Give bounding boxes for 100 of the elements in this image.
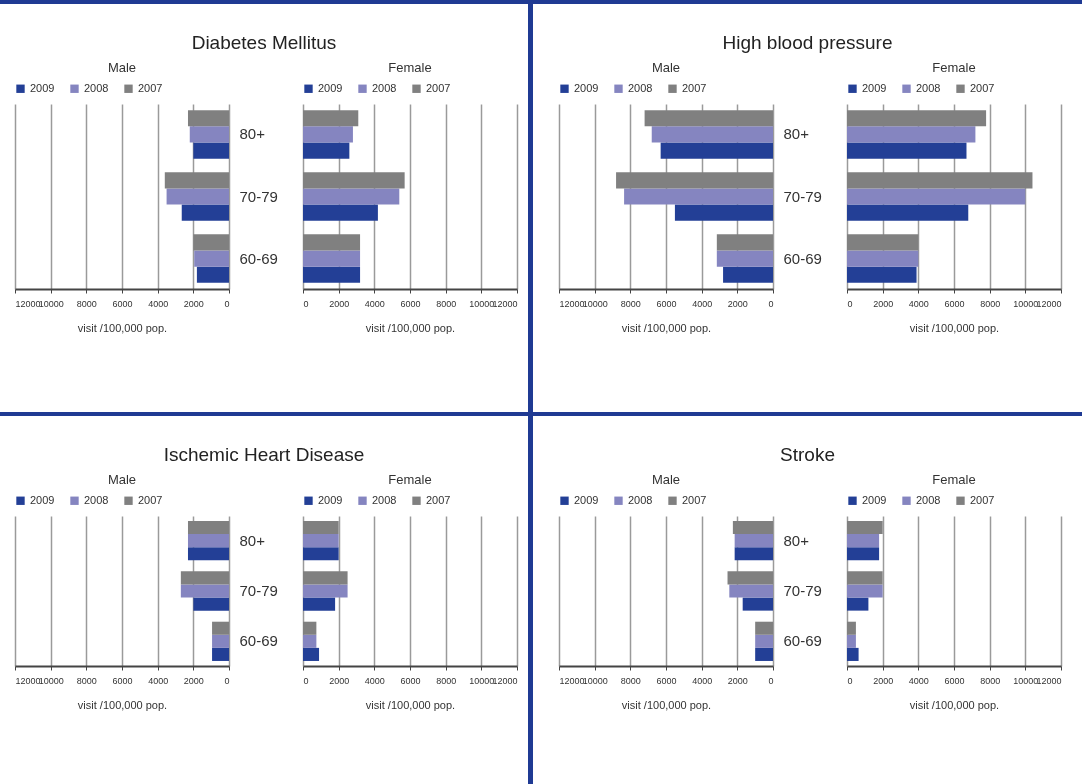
- x-tick-label: 4000: [148, 298, 169, 309]
- y-tick-label: 60-69: [783, 632, 822, 650]
- x-tick-label: 4000: [148, 675, 169, 686]
- legend-label: 2009: [861, 493, 886, 506]
- x-tick-label: 12000: [492, 675, 518, 686]
- legend-label: 2008: [84, 81, 109, 94]
- y-tick-label: 70-79: [783, 582, 822, 599]
- x-axis-title: visit /100,000 pop.: [621, 321, 711, 334]
- chart-subtitle: Male: [651, 472, 680, 487]
- x-tick-label: 6000: [400, 675, 421, 686]
- legend-label: 2009: [318, 493, 343, 506]
- x-tick-label: 8000: [76, 675, 97, 686]
- x-tick-label: 6000: [943, 675, 965, 686]
- x-tick-label: 2000: [727, 298, 748, 309]
- legend-label: 2009: [30, 81, 55, 94]
- x-tick-label: 8000: [436, 298, 457, 309]
- x-tick-label: 10000: [469, 298, 495, 309]
- x-tick-label: 6000: [943, 298, 965, 309]
- x-tick-label: 4000: [364, 298, 385, 309]
- x-tick-label: 0: [767, 675, 773, 686]
- x-tick-label: 10000: [582, 298, 608, 309]
- chart-subtitle: Female: [388, 472, 432, 487]
- x-axis-title: visit /100,000 pop.: [77, 698, 168, 711]
- x-tick-label: 12000: [15, 675, 41, 686]
- legend-label: 2008: [627, 81, 652, 94]
- x-axis-title: visit /100,000 pop.: [365, 321, 456, 334]
- x-tick-label: 4000: [908, 675, 929, 686]
- chart-title: High blood pressure: [721, 32, 894, 54]
- x-tick-label: 2000: [183, 298, 204, 309]
- x-tick-label: 12000: [559, 675, 585, 686]
- x-tick-label: 4000: [691, 298, 712, 309]
- x-tick-label: 4000: [908, 298, 929, 309]
- chart-title: Stroke: [779, 444, 836, 466]
- chart-subtitle: Male: [107, 472, 137, 487]
- x-tick-label: 10000: [1012, 298, 1038, 309]
- x-tick-label: 2000: [329, 675, 350, 686]
- legend-label: 2009: [861, 81, 886, 94]
- x-tick-label: 6000: [655, 298, 677, 309]
- x-tick-label: 10000: [1012, 675, 1038, 686]
- x-tick-label: 0: [224, 675, 230, 686]
- x-tick-label: 2000: [727, 675, 748, 686]
- legend-label: 2008: [372, 493, 397, 506]
- chart-subtitle: Female: [931, 472, 976, 487]
- x-axis-title: visit /100,000 pop.: [621, 698, 711, 711]
- legend-label: 2008: [84, 493, 109, 506]
- x-tick-label: 6000: [400, 298, 421, 309]
- x-axis-title: visit /100,000 pop.: [909, 698, 999, 711]
- chart-subtitle: Female: [388, 60, 432, 75]
- x-tick-label: 2000: [872, 298, 893, 309]
- legend-label: 2007: [426, 81, 451, 94]
- legend-label: 2007: [681, 81, 706, 94]
- x-axis-title: visit /100,000 pop.: [365, 698, 456, 711]
- x-tick-label: 0: [847, 298, 853, 309]
- x-tick-label: 2000: [183, 675, 204, 686]
- x-tick-label: 8000: [979, 675, 1000, 686]
- x-tick-label: 2000: [329, 298, 350, 309]
- x-tick-label: 10000: [38, 298, 64, 309]
- legend-label: 2007: [138, 81, 163, 94]
- x-tick-label: 8000: [436, 675, 457, 686]
- y-tick-label: 80+: [783, 125, 809, 143]
- legend-label: 2008: [915, 493, 940, 506]
- x-tick-label: 0: [847, 675, 853, 686]
- x-tick-label: 0: [224, 298, 230, 309]
- x-tick-label: 8000: [620, 298, 641, 309]
- y-tick-label: 80+: [239, 531, 266, 549]
- legend-label: 2007: [969, 81, 994, 94]
- x-tick-label: 0: [303, 675, 309, 686]
- x-tick-label: 6000: [112, 298, 133, 309]
- legend-label: 2007: [138, 493, 163, 506]
- x-tick-label: 12000: [492, 298, 518, 309]
- x-tick-label: 4000: [691, 675, 712, 686]
- x-tick-label: 0: [303, 298, 309, 309]
- x-tick-label: 8000: [620, 675, 641, 686]
- x-tick-label: 0: [767, 298, 773, 309]
- legend-label: 2009: [573, 81, 598, 94]
- chart-subtitle: Female: [931, 60, 976, 75]
- y-tick-label: 60-69: [239, 249, 278, 267]
- x-tick-label: 10000: [469, 675, 495, 686]
- y-tick-label: 60-69: [239, 632, 278, 650]
- y-tick-label: 80+: [239, 125, 266, 143]
- y-tick-label: 70-79: [239, 187, 278, 205]
- chart-subtitle: Male: [107, 60, 137, 75]
- legend-label: 2009: [30, 493, 55, 506]
- x-tick-label: 8000: [979, 298, 1000, 309]
- chart-title: Diabetes Mellitus: [190, 32, 338, 54]
- x-tick-label: 10000: [582, 675, 608, 686]
- x-tick-label: 8000: [76, 298, 97, 309]
- x-tick-label: 12000: [15, 298, 41, 309]
- y-tick-label: 60-69: [783, 249, 822, 267]
- x-tick-label: 10000: [38, 675, 64, 686]
- x-tick-label: 4000: [364, 675, 385, 686]
- legend-label: 2009: [573, 493, 598, 506]
- x-tick-label: 6000: [112, 675, 133, 686]
- y-tick-label: 70-79: [239, 582, 278, 599]
- x-axis-title: visit /100,000 pop.: [77, 321, 168, 334]
- x-tick-label: 12000: [559, 298, 585, 309]
- legend-label: 2008: [627, 493, 652, 506]
- legend-label: 2008: [372, 81, 397, 94]
- chart-title: Ischemic Heart Disease: [162, 444, 366, 466]
- x-tick-label: 6000: [655, 675, 677, 686]
